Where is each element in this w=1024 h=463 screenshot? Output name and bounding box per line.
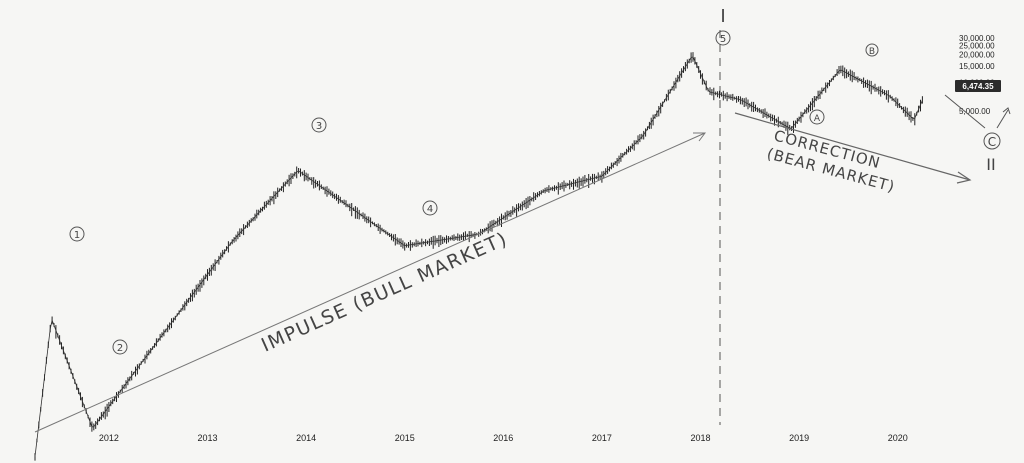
y-tick-label: 20,000.00	[959, 51, 995, 60]
degree-label-I: I	[720, 6, 725, 27]
wave-2-marker: 2	[112, 339, 128, 355]
x-tick-label: 2019	[789, 433, 809, 443]
svg-text:C: C	[988, 135, 996, 149]
wave-b-marker: B	[865, 43, 879, 57]
x-tick-label: 2013	[197, 433, 217, 443]
svg-text:A: A	[814, 114, 821, 124]
impulse-arrow	[34, 132, 706, 433]
degree-label-II: II	[986, 155, 995, 174]
y-tick-label: 5,000.00	[959, 107, 991, 116]
last-price-badge: 6,474.35	[955, 80, 1001, 92]
y-tick-label: 30,000.00	[959, 34, 995, 43]
wave-4-marker: 4	[422, 200, 438, 216]
x-axis-ticks: 2012 2013 2014 2015 2016 2017 2018 2019 2020	[99, 433, 908, 443]
svg-text:5: 5	[720, 34, 726, 45]
x-tick-label: 2012	[99, 433, 119, 443]
wave-3-marker: 3	[311, 117, 327, 133]
x-tick-label: 2017	[592, 433, 612, 443]
price-series	[34, 52, 923, 461]
x-tick-label: 2015	[395, 433, 415, 443]
svg-text:2: 2	[117, 343, 123, 354]
svg-text:1: 1	[74, 230, 80, 241]
last-price-label: 6,474.35	[962, 82, 994, 91]
y-tick-label: 15,000.00	[959, 62, 995, 71]
svg-text:3: 3	[316, 121, 322, 132]
wave-c-path	[944, 94, 1011, 129]
x-tick-label: 2014	[296, 433, 316, 443]
wave-a-marker: A	[809, 109, 825, 125]
y-tick-label: 25,000.00	[959, 41, 995, 50]
svg-text:B: B	[869, 47, 875, 57]
x-tick-label: 2018	[690, 433, 710, 443]
wave-c-marker: C	[983, 132, 1001, 150]
correction-arrow	[734, 112, 972, 184]
x-tick-label: 2016	[493, 433, 513, 443]
wave-5-marker: 5	[715, 30, 731, 46]
x-tick-label: 2020	[888, 433, 908, 443]
svg-text:4: 4	[427, 204, 433, 215]
wave-1-marker: 1	[69, 226, 85, 242]
